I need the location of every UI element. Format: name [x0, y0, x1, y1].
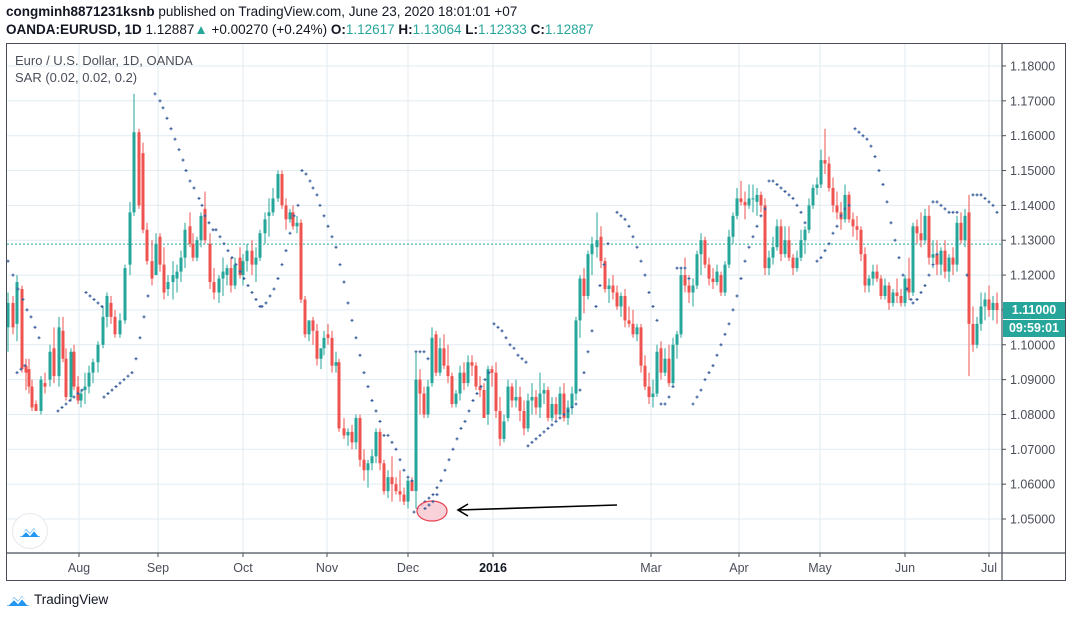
- svg-text:1.10000: 1.10000: [1010, 338, 1055, 352]
- svg-text:Apr: Apr: [729, 561, 748, 575]
- time-axis[interactable]: Aug Sep Oct Nov Dec 2016 Mar Apr May Jun Jul: [7, 552, 1066, 575]
- svg-text:2016: 2016: [479, 561, 507, 575]
- publish-text: published on TradingView.com, June 23, 2…: [158, 4, 518, 19]
- svg-text:May: May: [808, 561, 832, 575]
- publish-info: congminh8871231ksnb published on Trading…: [6, 3, 517, 20]
- open-value: 1.12617: [345, 22, 395, 37]
- symbol-label: OANDA:EURUSD, 1D: [6, 22, 142, 37]
- chart-legend: Euro / U.S. Dollar, 1D, OANDA SAR (0.02,…: [15, 52, 193, 86]
- tradingview-brand: TradingView: [34, 592, 109, 607]
- symbol-info-bar: OANDA:EURUSD, 1D 1.12887▲ +0.00270 (+0.2…: [6, 21, 594, 38]
- change-up-arrow-icon: ▲: [194, 22, 208, 37]
- svg-text:Nov: Nov: [316, 561, 339, 575]
- svg-text:Mar: Mar: [640, 561, 662, 575]
- close-label: C:: [530, 22, 545, 37]
- high-value: 1.13064: [412, 22, 462, 37]
- series-title[interactable]: Euro / U.S. Dollar, 1D, OANDA: [15, 53, 193, 68]
- low-label: L:: [465, 22, 478, 37]
- svg-text:1.05000: 1.05000: [1010, 513, 1055, 527]
- svg-text:1.09000: 1.09000: [1010, 373, 1055, 387]
- close-value: 1.12887: [544, 22, 594, 37]
- svg-text:Sep: Sep: [147, 561, 169, 575]
- svg-text:1.14000: 1.14000: [1010, 199, 1055, 213]
- svg-text:Oct: Oct: [233, 561, 253, 575]
- svg-text:Aug: Aug: [68, 561, 90, 575]
- svg-text:1.12000: 1.12000: [1010, 269, 1055, 283]
- chart-frame: [6, 43, 1066, 581]
- svg-text:1.15000: 1.15000: [1010, 164, 1055, 178]
- open-label: O:: [330, 22, 346, 37]
- svg-text:1.13000: 1.13000: [1010, 234, 1055, 248]
- current-price-badge: 1.11000: [1003, 302, 1065, 319]
- svg-text:1.07000: 1.07000: [1010, 443, 1055, 457]
- svg-text:Dec: Dec: [397, 561, 419, 575]
- svg-text:1.08000: 1.08000: [1010, 408, 1055, 422]
- low-value: 1.12333: [478, 22, 527, 37]
- candlestick-series: [6, 93, 999, 509]
- svg-text:Jul: Jul: [981, 561, 997, 575]
- indicator-title[interactable]: SAR (0.02, 0.02, 0.2): [15, 70, 138, 85]
- svg-text:Jun: Jun: [895, 561, 915, 575]
- tradingview-cloud-icon: [20, 527, 40, 537]
- svg-text:1.18000: 1.18000: [1010, 60, 1055, 74]
- price-change: +0.00270 (+0.24%): [211, 22, 328, 37]
- last-price: 1.12887: [145, 22, 195, 37]
- svg-text:1.06000: 1.06000: [1010, 478, 1055, 492]
- svg-text:1.17000: 1.17000: [1010, 94, 1055, 108]
- high-label: H:: [398, 22, 413, 37]
- publisher-name[interactable]: congminh8871231ksnb: [6, 4, 155, 19]
- parabolic-sar-series: [6, 92, 999, 514]
- annotations: [416, 493, 618, 522]
- svg-text:1.16000: 1.16000: [1010, 129, 1055, 143]
- price-axis[interactable]: 1.18000 1.17000 1.16000 1.15000 1.14000 1.130…: [1001, 44, 1055, 581]
- tradingview-cloud-icon: [7, 595, 29, 606]
- bar-countdown-badge: 09:59:01: [1003, 320, 1065, 337]
- tradingview-logo[interactable]: TradingView: [6, 592, 108, 607]
- tradingview-watermark-button[interactable]: [12, 513, 48, 549]
